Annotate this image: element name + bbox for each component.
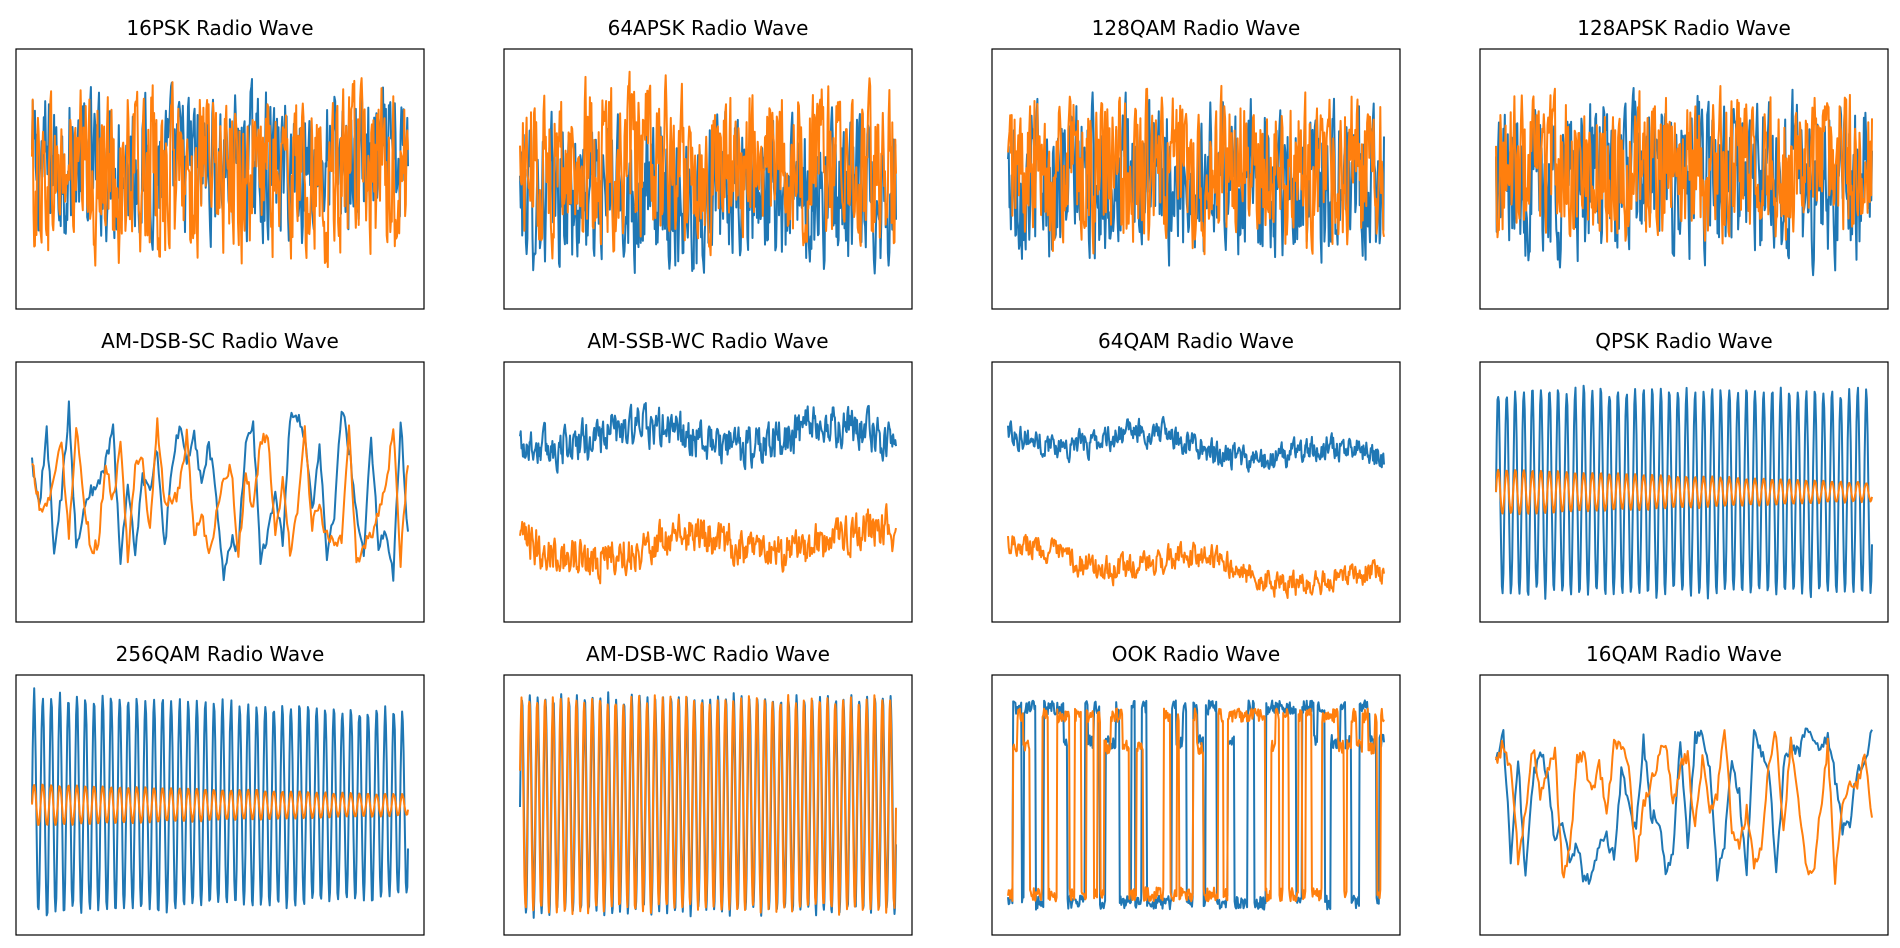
series-line-2 <box>519 694 897 916</box>
subplot-title: 16PSK Radio Wave <box>126 16 314 40</box>
subplot-9: 256QAM Radio Wave <box>15 639 425 936</box>
subplot-4: 128APSK Radio Wave <box>1479 13 1889 310</box>
series-line-2 <box>1495 729 1873 885</box>
series-line-1 <box>519 402 897 474</box>
series-line-2 <box>519 503 897 585</box>
subplot-title: AM-DSB-WC Radio Wave <box>586 642 830 666</box>
plot-area <box>503 674 913 936</box>
series-line-1 <box>31 687 409 917</box>
plot-area <box>15 361 425 623</box>
subplot-10: AM-DSB-WC Radio Wave <box>503 639 913 936</box>
series-line-2 <box>1007 533 1385 599</box>
plot-area <box>15 48 425 310</box>
series-line-2 <box>31 783 409 826</box>
plot-area <box>991 361 1401 623</box>
plot-area <box>1479 361 1889 623</box>
subplot-title: QPSK Radio Wave <box>1595 329 1773 353</box>
subplot-title: AM-SSB-WC Radio Wave <box>587 329 829 353</box>
subplot-11: OOK Radio Wave <box>991 639 1401 936</box>
subplot-title: 128APSK Radio Wave <box>1577 16 1791 40</box>
series-line-2 <box>1495 468 1873 516</box>
axes-frame <box>991 361 1401 623</box>
axes-frame <box>503 361 913 623</box>
series-line-2 <box>1495 85 1873 245</box>
subplot-5: AM-DSB-SC Radio Wave <box>15 326 425 623</box>
plot-area <box>991 674 1401 936</box>
subplot-title: 256QAM Radio Wave <box>115 642 325 666</box>
subplot-6: AM-SSB-WC Radio Wave <box>503 326 913 623</box>
subplot-1: 16PSK Radio Wave <box>15 13 425 310</box>
subplot-title: 128QAM Radio Wave <box>1091 16 1301 40</box>
subplot-title: OOK Radio Wave <box>1111 642 1281 666</box>
series-line-2 <box>1007 707 1385 903</box>
subplot-8: QPSK Radio Wave <box>1479 326 1889 623</box>
plot-area <box>503 361 913 623</box>
plot-area <box>991 48 1401 310</box>
subplot-2: 64APSK Radio Wave <box>503 13 913 310</box>
plot-area <box>15 674 425 936</box>
subplot-title: 64APSK Radio Wave <box>607 16 809 40</box>
plot-area <box>1479 48 1889 310</box>
plot-area <box>503 48 913 310</box>
series-line-2 <box>1007 84 1385 256</box>
series-line-2 <box>31 77 409 269</box>
subplot-3: 128QAM Radio Wave <box>991 13 1401 310</box>
series-line-2 <box>519 70 897 260</box>
subplot-7: 64QAM Radio Wave <box>991 326 1401 623</box>
series-line-1 <box>31 400 409 582</box>
series-line-2 <box>31 417 409 568</box>
subplot-title: 16QAM Radio Wave <box>1586 642 1782 666</box>
series-line-1 <box>1495 384 1873 600</box>
subplot-12: 16QAM Radio Wave <box>1479 639 1889 936</box>
plot-area <box>1479 674 1889 936</box>
subplot-title: 64QAM Radio Wave <box>1098 329 1294 353</box>
series-line-1 <box>1007 415 1385 473</box>
subplot-title: AM-DSB-SC Radio Wave <box>101 329 339 353</box>
